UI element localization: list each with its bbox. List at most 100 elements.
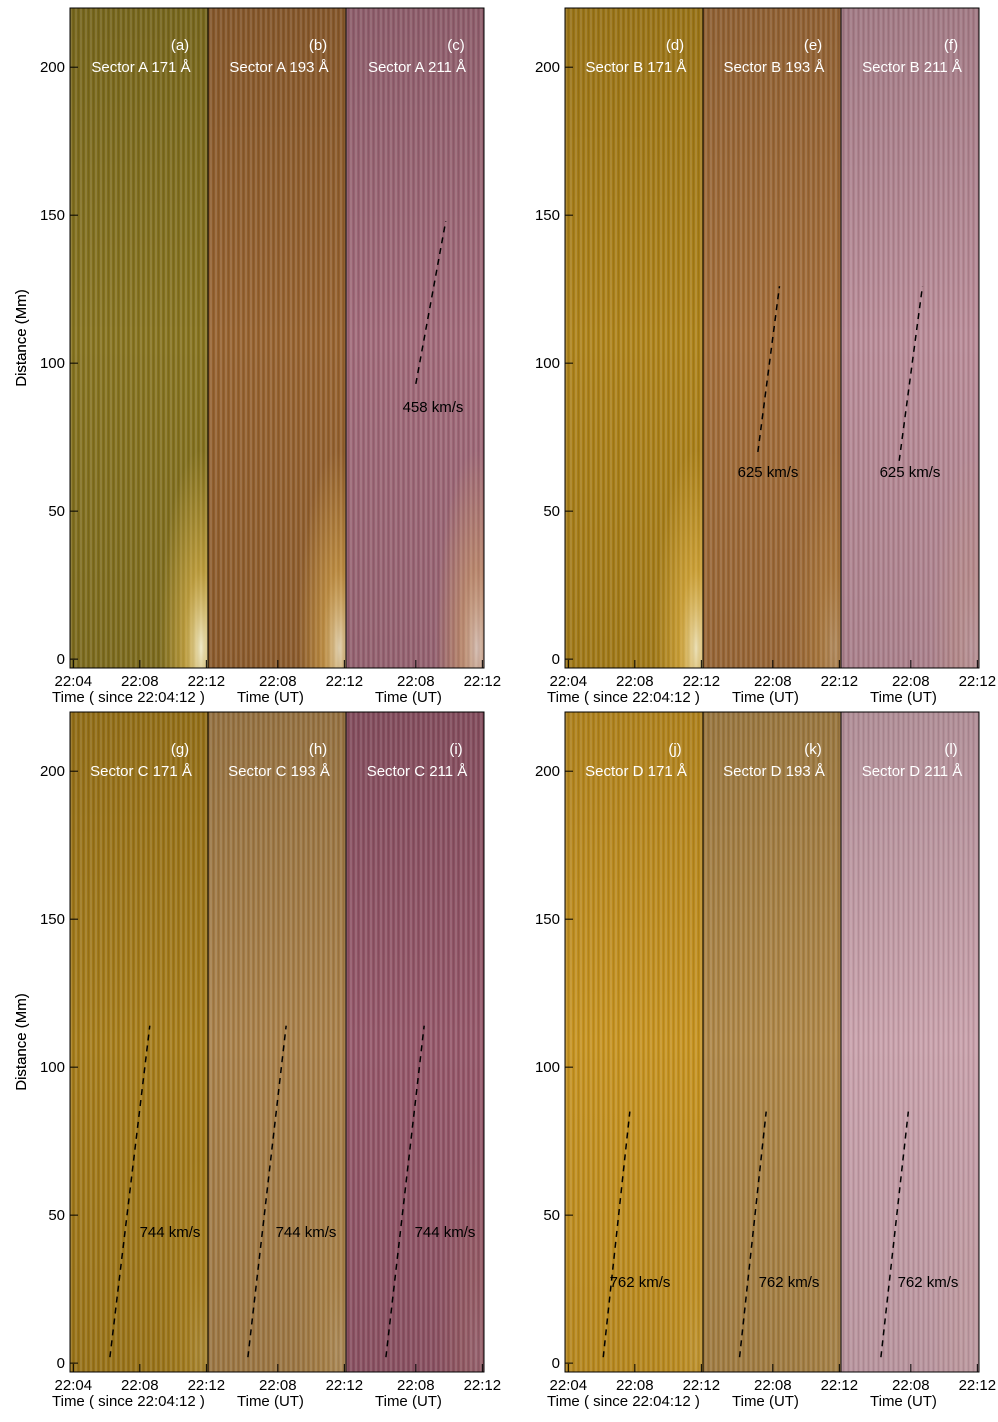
speed-annotation: 744 km/s <box>140 1224 201 1241</box>
x-axis-label: Time ( since 22:04:12 ) <box>52 1393 205 1410</box>
x-tick-label: 22:08 <box>754 1377 792 1394</box>
x-tick-label: 22:08 <box>121 1377 159 1394</box>
panel-frame <box>840 711 980 1373</box>
panel-title: Sector B 211 Å <box>862 59 962 76</box>
y-tick-label: 0 <box>552 651 560 668</box>
panel-label: (k) <box>804 741 822 758</box>
x-tick-label: 22:12 <box>683 673 721 690</box>
x-tick-label: 22:08 <box>259 673 297 690</box>
fit-line <box>385 1025 425 1358</box>
panel-glow <box>565 712 703 1372</box>
panel-frame <box>840 7 980 669</box>
y-tick-label: 150 <box>40 911 65 928</box>
speed-annotation: 762 km/s <box>898 1274 959 1291</box>
panel-glow <box>208 712 346 1372</box>
y-tick-label: 200 <box>535 59 560 76</box>
panel-title: Sector B 171 Å <box>586 59 687 76</box>
x-tick-label: 22:12 <box>821 1377 859 1394</box>
panel: (i) Sector C 211 Å 22:08 22:12 Time (UT) 744 … <box>345 711 502 1410</box>
y-tick-label: 200 <box>40 59 65 76</box>
x-tick-label: 22:12 <box>683 1377 721 1394</box>
panel: (d) Sector B 171 Å 0 50 100 150 200 Distance (M… <box>13 7 721 706</box>
x-tick-label: 22:04 <box>550 1377 588 1394</box>
x-tick-label: 22:08 <box>397 1377 435 1394</box>
speed-annotation: 744 km/s <box>415 1224 476 1241</box>
x-axis-label: Time (UT) <box>237 1393 304 1410</box>
y-tick-label: 0 <box>552 1355 560 1372</box>
speed-annotation: 762 km/s <box>610 1274 671 1291</box>
x-tick-label: 22:12 <box>464 673 502 690</box>
panel-title: Sector D 193 Å <box>723 763 825 780</box>
panel-label: (e) <box>804 37 822 54</box>
y-axis-label: Distance (Mm) <box>13 289 30 387</box>
y-tick-label: 200 <box>535 763 560 780</box>
x-tick-label: 22:12 <box>326 1377 364 1394</box>
x-axis-label: Time (UT) <box>732 689 799 706</box>
panel-title: Sector B 193 Å <box>724 59 825 76</box>
panel-frame <box>345 711 485 1373</box>
x-tick-label: 22:08 <box>754 673 792 690</box>
x-axis-label: Time ( since 22:04:12 ) <box>52 689 205 706</box>
y-tick-label: 50 <box>543 1207 560 1224</box>
y-axis-label: Distance (Mm) <box>13 289 30 387</box>
panel-title: Sector D 171 Å <box>585 763 687 780</box>
speed-annotation: 625 km/s <box>738 464 799 481</box>
x-tick-label: 22:12 <box>959 1377 997 1394</box>
panel: (j) Sector D 171 Å 0 50 100 150 200 Distance (M… <box>13 711 721 1410</box>
y-tick-label: 150 <box>535 911 560 928</box>
fit-line <box>738 1111 767 1358</box>
speed-annotation: 762 km/s <box>759 1274 820 1291</box>
y-tick-label: 50 <box>48 503 65 520</box>
panel-label: (l) <box>944 741 957 758</box>
panel-label: (c) <box>447 37 465 54</box>
panel-label: (j) <box>668 741 681 758</box>
x-tick-label: 22:08 <box>259 1377 297 1394</box>
panel-glow <box>346 712 484 1372</box>
x-axis-label: Time ( since 22:04:12 ) <box>547 689 700 706</box>
x-tick-label: 22:12 <box>188 673 226 690</box>
y-tick-label: 150 <box>535 207 560 224</box>
x-axis-label: Time (UT) <box>375 689 442 706</box>
panel-glow <box>703 712 841 1372</box>
x-axis-label: Time (UT) <box>237 689 304 706</box>
x-tick-label: 22:08 <box>121 673 159 690</box>
x-tick-label: 22:04 <box>55 673 93 690</box>
panel-title: Sector A 193 Å <box>229 59 328 76</box>
panel-glow <box>346 8 484 668</box>
y-tick-label: 0 <box>57 1355 65 1372</box>
fit-line <box>880 1111 910 1358</box>
panel-glow <box>70 8 208 668</box>
panel-label: (a) <box>171 37 189 54</box>
panel-frame <box>345 7 485 669</box>
speed-annotation: 744 km/s <box>276 1224 337 1241</box>
panel-glow <box>841 8 979 668</box>
fit-line <box>757 286 781 453</box>
x-axis-label: Time (UT) <box>870 689 937 706</box>
fit-line <box>247 1025 287 1358</box>
x-tick-label: 22:12 <box>464 1377 502 1394</box>
panel: (c) Sector A 211 Å 22:08 22:12 Time (UT) 458 … <box>345 7 502 706</box>
x-tick-label: 22:12 <box>821 673 859 690</box>
panel-label: (g) <box>171 741 189 758</box>
panel: (k) Sector D 193 Å 22:08 22:12 Time (UT) 762 … <box>702 711 859 1410</box>
x-axis-label: Time (UT) <box>870 1393 937 1410</box>
x-axis-label: Time ( since 22:04:12 ) <box>547 1393 700 1410</box>
speed-annotation: 625 km/s <box>880 464 941 481</box>
panel-glow <box>841 712 979 1372</box>
panel-title: Sector A 171 Å <box>91 59 190 76</box>
y-tick-label: 100 <box>40 355 65 372</box>
y-tick-label: 150 <box>40 207 65 224</box>
panel-glow <box>208 8 346 668</box>
y-tick-label: 100 <box>40 1059 65 1076</box>
panel: (f) Sector B 211 Å 22:08 22:12 Time (UT) 625 … <box>840 7 996 706</box>
panel: (e) Sector B 193 Å 22:08 22:12 Time (UT) 625 … <box>702 7 859 706</box>
panel: (a) Sector A 171 Å 0 50 100 150 200 Distance (M… <box>13 7 226 706</box>
panel-label: (d) <box>666 37 684 54</box>
y-tick-label: 200 <box>40 763 65 780</box>
fit-line <box>602 1111 631 1358</box>
panel-label: (h) <box>309 741 327 758</box>
panel-label: (b) <box>309 37 327 54</box>
panel-glow <box>70 712 208 1372</box>
y-tick-label: 50 <box>543 503 560 520</box>
